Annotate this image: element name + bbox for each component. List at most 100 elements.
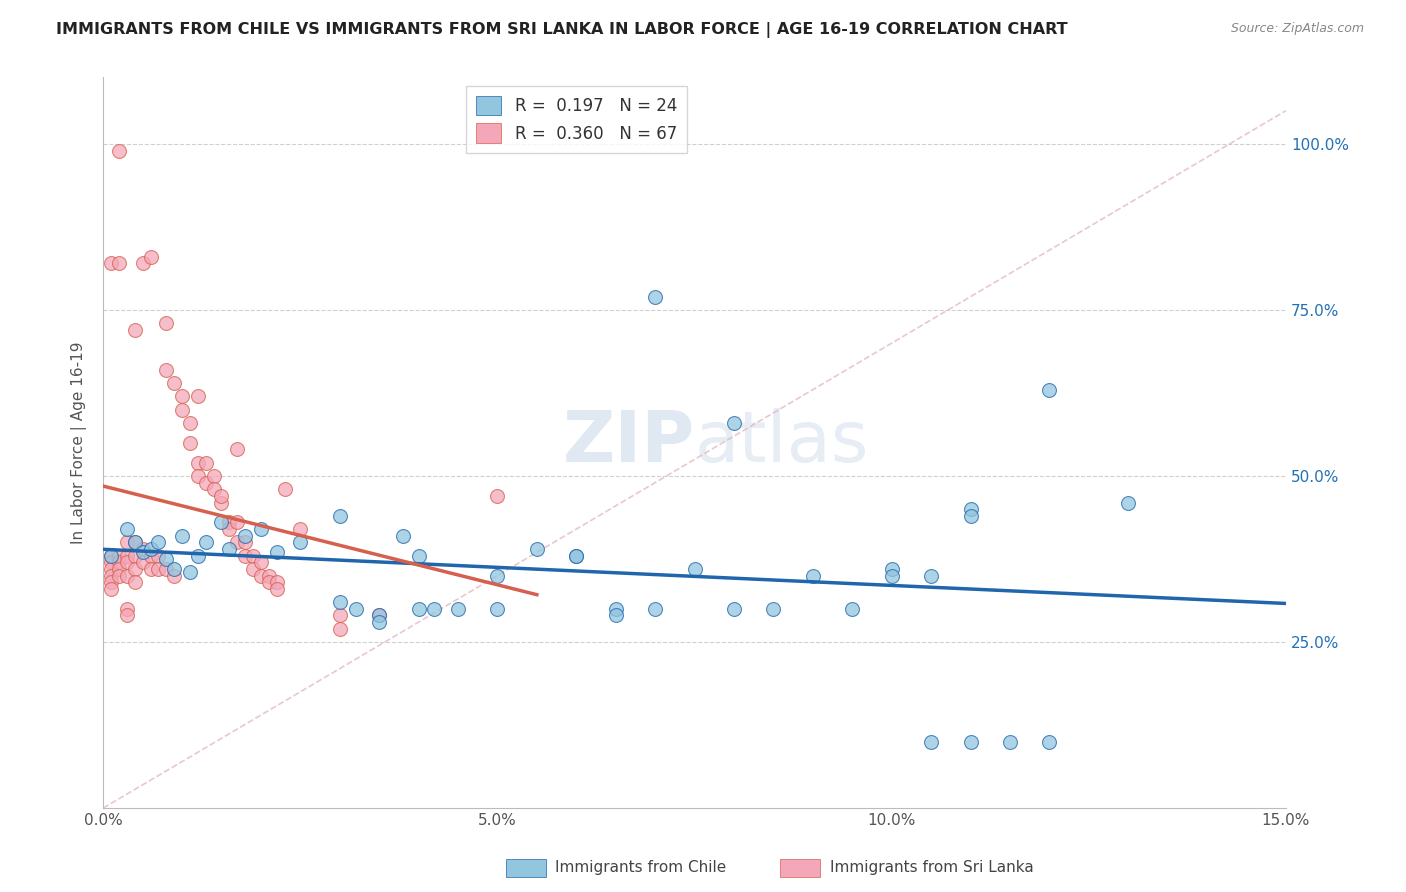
Point <box>1116 495 1139 509</box>
Point <box>148 562 170 576</box>
Point <box>408 602 430 616</box>
Point <box>273 482 295 496</box>
Point <box>179 566 201 580</box>
Point <box>250 555 273 569</box>
Point <box>762 602 785 616</box>
Point <box>605 608 627 623</box>
Point <box>187 389 209 403</box>
Point <box>226 516 249 530</box>
Point <box>486 568 509 582</box>
Point <box>605 602 627 616</box>
Point <box>211 516 233 530</box>
Point <box>266 575 288 590</box>
Text: Source: ZipAtlas.com: Source: ZipAtlas.com <box>1230 22 1364 36</box>
Point <box>163 376 186 390</box>
Point <box>368 608 391 623</box>
Point <box>139 562 162 576</box>
Point <box>115 555 138 569</box>
Point <box>290 522 312 536</box>
Point <box>124 549 146 563</box>
Point <box>408 549 430 563</box>
Point <box>211 489 233 503</box>
Point <box>683 562 706 576</box>
Point <box>108 555 131 569</box>
Point <box>290 535 312 549</box>
Point <box>218 516 240 530</box>
Point <box>100 562 122 576</box>
Point <box>565 549 588 563</box>
Point <box>242 562 264 576</box>
Point <box>115 522 138 536</box>
Text: IMMIGRANTS FROM CHILE VS IMMIGRANTS FROM SRI LANKA IN LABOR FORCE | AGE 16-19 CO: IMMIGRANTS FROM CHILE VS IMMIGRANTS FROM… <box>56 22 1069 38</box>
Point <box>526 542 548 557</box>
Point <box>100 568 122 582</box>
Point <box>920 568 942 582</box>
Point <box>179 435 201 450</box>
Point <box>115 602 138 616</box>
Point <box>108 144 131 158</box>
Point <box>187 456 209 470</box>
Point <box>100 575 122 590</box>
Point <box>100 582 122 596</box>
Point <box>880 568 903 582</box>
Point <box>124 535 146 549</box>
Point <box>423 602 446 616</box>
Point <box>170 529 193 543</box>
Point <box>644 602 666 616</box>
Legend: R =  0.197   N = 24, R =  0.360   N = 67: R = 0.197 N = 24, R = 0.360 N = 67 <box>467 86 688 153</box>
Point <box>1038 383 1060 397</box>
Point <box>131 555 153 569</box>
Point <box>242 549 264 563</box>
Point <box>723 602 745 616</box>
Point <box>250 568 273 582</box>
Point <box>108 568 131 582</box>
Point <box>155 316 177 330</box>
Point <box>187 469 209 483</box>
Point <box>959 508 981 523</box>
Point <box>644 290 666 304</box>
Point <box>368 608 391 623</box>
Point <box>194 535 217 549</box>
Point <box>148 535 170 549</box>
Point <box>131 256 153 270</box>
Point <box>329 595 352 609</box>
Point <box>233 529 256 543</box>
Point <box>115 608 138 623</box>
Point <box>139 542 162 557</box>
Point <box>163 562 186 576</box>
Point <box>266 545 288 559</box>
Point <box>329 508 352 523</box>
Point <box>148 549 170 563</box>
Point <box>447 602 470 616</box>
Point <box>250 522 273 536</box>
Point <box>131 545 153 559</box>
Point <box>920 734 942 748</box>
Point <box>100 549 122 563</box>
Point <box>723 416 745 430</box>
Point <box>211 495 233 509</box>
Text: atlas: atlas <box>695 409 869 477</box>
Point <box>108 256 131 270</box>
Point <box>218 522 240 536</box>
Point <box>139 250 162 264</box>
Point <box>139 549 162 563</box>
Point <box>486 602 509 616</box>
Point <box>959 734 981 748</box>
Point <box>959 502 981 516</box>
Point <box>179 416 201 430</box>
Point <box>100 256 122 270</box>
Text: Immigrants from Chile: Immigrants from Chile <box>555 861 727 875</box>
Point <box>194 456 217 470</box>
Point <box>266 582 288 596</box>
Point <box>194 475 217 490</box>
Point <box>392 529 415 543</box>
Point <box>108 549 131 563</box>
Point <box>486 489 509 503</box>
Point <box>565 549 588 563</box>
Point <box>100 549 122 563</box>
Point <box>257 568 280 582</box>
Point <box>801 568 824 582</box>
Point <box>233 549 256 563</box>
Point <box>344 602 367 616</box>
Point <box>115 568 138 582</box>
